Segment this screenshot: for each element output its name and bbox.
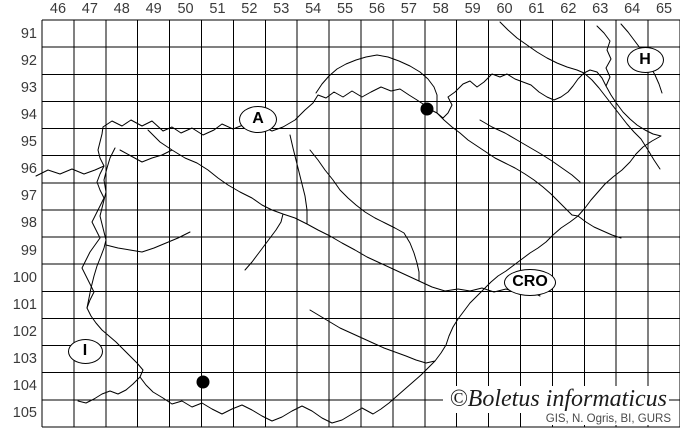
grid-row-label: 103 xyxy=(12,351,37,368)
country-border-outline xyxy=(81,69,662,424)
occurrence-dot-58/94 xyxy=(420,102,434,116)
grid-column-label: 65 xyxy=(655,1,673,17)
grid-row-label: 99 xyxy=(20,242,37,259)
grid-row-label: 102 xyxy=(12,324,37,341)
country-label-croatia: CRO xyxy=(504,268,556,296)
grid-row-label: 97 xyxy=(20,188,37,205)
watermark-text: ©Boletus informaticus xyxy=(443,386,669,413)
occurrence-dots xyxy=(196,102,434,389)
grid-column-label: 56 xyxy=(368,1,386,17)
grid-column-label: 47 xyxy=(81,1,98,17)
grid-column-label: 54 xyxy=(305,1,322,17)
grid-column-label: 63 xyxy=(592,1,609,17)
grid-column-label: 52 xyxy=(241,1,258,17)
grid-column-label: 50 xyxy=(177,1,194,17)
grid-row-label: 95 xyxy=(20,134,37,151)
grid-column-label: 64 xyxy=(624,1,641,17)
grid-row-label: 104 xyxy=(12,378,37,395)
occurrence-dot-51/104 xyxy=(196,375,210,389)
grid-lines xyxy=(41,19,680,428)
grid-row-label: 100 xyxy=(12,269,37,286)
attribution-text: GIS, N. Ogris, BI, GURS xyxy=(543,413,673,425)
grid-column-label: 53 xyxy=(273,1,290,17)
country-label-italy: I xyxy=(67,338,103,364)
grid-column-label: 61 xyxy=(528,1,545,17)
country-label-hungary: H xyxy=(626,47,664,73)
grid-row-label: 92 xyxy=(20,52,37,69)
grid-column-label: 57 xyxy=(400,1,417,17)
grid-column-label: 49 xyxy=(145,1,162,17)
grid-row-label: 105 xyxy=(12,405,37,422)
grid-column-label: 46 xyxy=(49,1,67,17)
grid-column-label: 55 xyxy=(336,1,354,17)
grid-row-label: 91 xyxy=(20,25,37,42)
grid-row-label: 93 xyxy=(20,79,37,96)
grid-row-label: 101 xyxy=(12,296,37,313)
grid-column-label: 62 xyxy=(560,1,577,17)
grid-column-label: 60 xyxy=(496,1,513,17)
country-label-austria: A xyxy=(239,105,277,133)
grid-row-label: 96 xyxy=(20,161,37,178)
grid-row-label: 98 xyxy=(20,215,37,232)
grid-column-label: 58 xyxy=(432,1,449,17)
grid-column-label: 59 xyxy=(464,1,481,17)
map-artwork xyxy=(35,21,663,424)
grid-row-label: 94 xyxy=(20,106,37,123)
grid-column-label: 48 xyxy=(113,1,130,17)
grid-column-label: 51 xyxy=(209,1,226,17)
